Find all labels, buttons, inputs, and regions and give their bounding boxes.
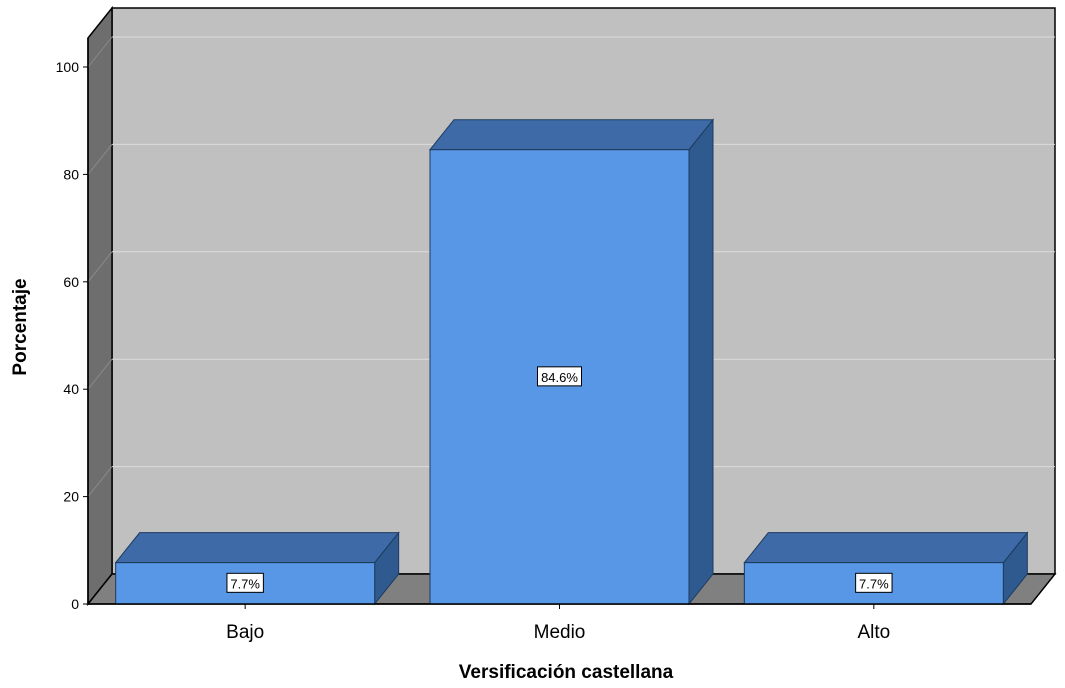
data-label: 7.7% <box>230 576 260 591</box>
bars: 7.7% 84.6% 7.7% <box>114 118 1029 606</box>
y-tick-label: 20 <box>63 489 79 505</box>
y-tick-label: 80 <box>63 166 79 182</box>
data-label-box <box>537 366 582 387</box>
x-axis: Bajo Medio Alto <box>88 603 1031 643</box>
bar-medio: 84.6% <box>428 118 715 606</box>
bar-alto: 7.7% <box>743 531 1029 606</box>
bar-top <box>428 119 715 151</box>
data-label: 84.6% <box>541 370 578 385</box>
data-label-box <box>855 572 893 593</box>
x-tick-label: Alto <box>857 622 890 643</box>
bar-top <box>743 532 1029 564</box>
data-label: 7.7% <box>859 576 889 591</box>
y-axis-title: Porcentaje <box>10 278 31 375</box>
data-label-box <box>226 572 264 593</box>
x-tick-label: Bajo <box>226 622 264 643</box>
y-tick-label: 60 <box>63 274 79 290</box>
bar-bajo: 7.7% <box>114 531 400 606</box>
side-gridline <box>87 251 113 283</box>
side-gridline <box>87 358 113 390</box>
side-wall <box>87 5 113 607</box>
side-gridline <box>87 36 113 68</box>
bar-side <box>688 118 714 606</box>
side-gridline <box>87 466 113 497</box>
bar-top <box>114 532 400 564</box>
y-tick-label: 40 <box>63 381 79 397</box>
x-axis-title: Versificación castellana <box>459 662 674 683</box>
y-tick-label: 100 <box>56 59 80 75</box>
y-axis: 0 20 40 60 80 100 <box>56 38 89 612</box>
y-tick-label: 0 <box>71 596 79 612</box>
x-tick-label: Medio <box>534 622 586 643</box>
side-gridline <box>87 144 113 175</box>
